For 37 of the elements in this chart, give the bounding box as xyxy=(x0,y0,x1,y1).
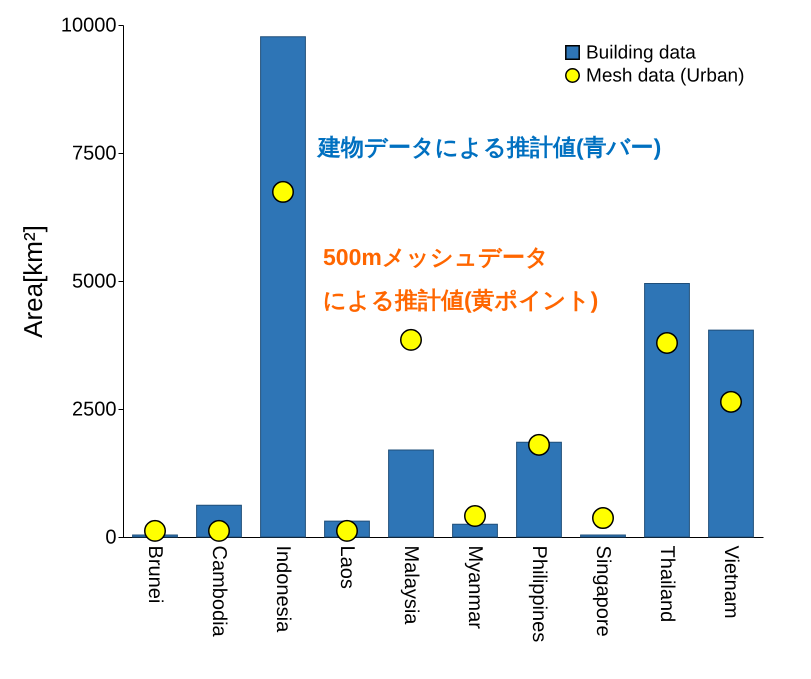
point xyxy=(144,520,166,542)
bar xyxy=(580,534,626,538)
bar xyxy=(516,442,562,538)
point xyxy=(592,507,614,530)
legend-label: Building data xyxy=(586,42,696,64)
legend-label: Mesh data (Urban) xyxy=(586,66,744,86)
y-tick-label: 0 xyxy=(105,526,116,548)
bar xyxy=(388,449,434,538)
y-tick-label: 2500 xyxy=(72,398,116,420)
point xyxy=(464,505,486,527)
annotation: 建物データによる推計値(青バー) xyxy=(316,134,662,160)
annotation: 500mメッシュデータ xyxy=(323,244,549,270)
bar xyxy=(260,36,306,538)
x-tick-label: Singapore xyxy=(592,546,614,637)
x-tick-label: Cambodia xyxy=(208,546,230,638)
x-tick-label: Malaysia xyxy=(400,546,422,626)
x-tick-label: Brunei xyxy=(144,546,166,604)
point xyxy=(272,180,294,203)
point xyxy=(336,520,358,542)
point xyxy=(656,332,678,354)
x-tick-label: Laos xyxy=(336,546,358,589)
x-tick-label: Thailand xyxy=(656,546,678,622)
y-axis-title: Area[km²] xyxy=(18,225,48,338)
x-tick-label: Indonesia xyxy=(272,546,294,634)
point xyxy=(720,390,742,413)
point xyxy=(528,434,550,456)
x-tick-label: Vietnam xyxy=(720,546,742,619)
bar xyxy=(452,524,498,538)
x-tick-label: Myanmar xyxy=(464,546,486,630)
x-tick-label: Philippines xyxy=(528,546,550,642)
y-tick-label: 10000 xyxy=(60,14,116,36)
annotation: による推計値(黄ポイント) xyxy=(323,287,598,313)
bar xyxy=(644,283,690,538)
bar xyxy=(708,330,754,538)
y-tick-label: 7500 xyxy=(72,142,116,164)
y-tick-label: 5000 xyxy=(72,270,116,292)
point xyxy=(400,328,422,351)
